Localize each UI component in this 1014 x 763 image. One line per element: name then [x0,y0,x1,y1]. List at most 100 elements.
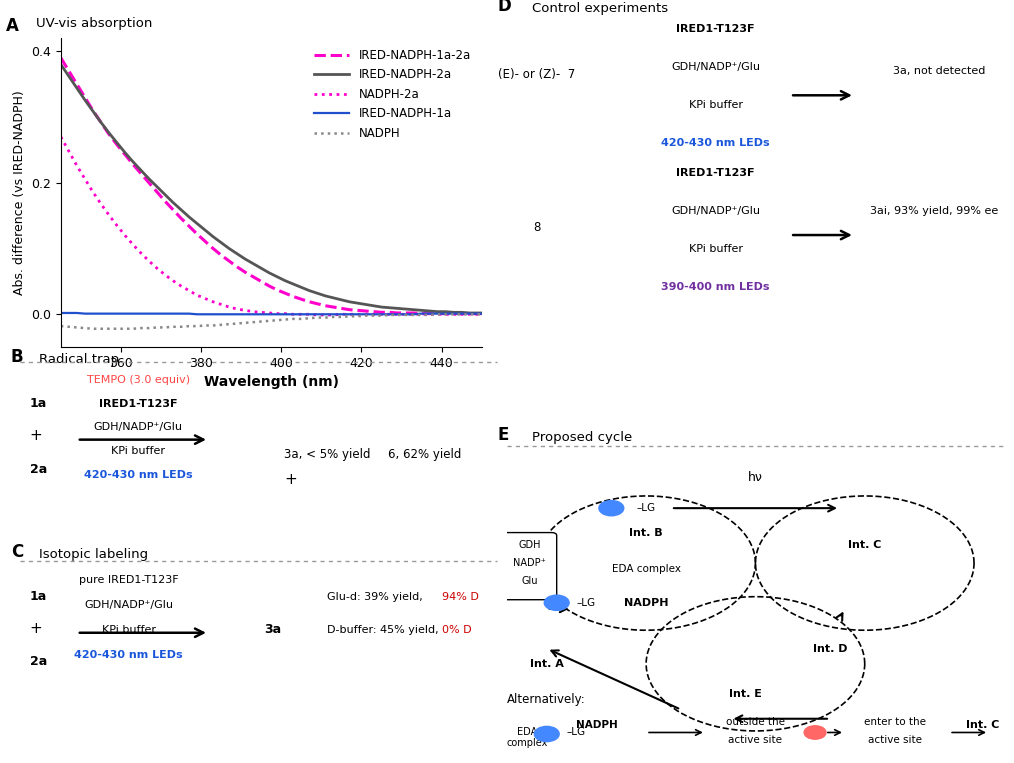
Line: IRED-NADPH-1a-2a: IRED-NADPH-1a-2a [61,58,486,314]
NADPH [87,324,99,333]
IRED-NADPH-2a [215,238,227,247]
Line: NADPH-2a: NADPH-2a [61,137,486,315]
IRED-NADPH-1a [191,310,203,319]
Text: GDH/NADP⁺/Glu: GDH/NADP⁺/Glu [84,600,173,610]
Text: 3ai, 93% yield, 99% ee: 3ai, 93% yield, 99% ee [870,206,999,216]
FancyBboxPatch shape [502,533,557,600]
Text: Int. C: Int. C [848,539,881,550]
NADPH-2a [480,310,492,319]
IRED-NADPH-2a [463,308,476,317]
Text: enter to the: enter to the [864,717,926,727]
NADPH-2a [311,311,323,320]
Text: D-buffer: 45% yield,: D-buffer: 45% yield, [327,625,445,635]
Text: 8: 8 [533,221,540,233]
Text: Glu: Glu [521,577,537,587]
Text: –LG: –LG [577,597,595,608]
Text: KPi buffer: KPi buffer [101,625,156,635]
IRED-NADPH-2a [55,60,67,69]
Text: active site: active site [868,736,922,745]
Circle shape [545,595,569,610]
Circle shape [804,726,826,739]
NADPH-2a [319,311,332,320]
Text: hν: hν [748,471,763,484]
Text: UV-vis absorption: UV-vis absorption [35,17,152,30]
NADPH [351,311,363,320]
Text: GDH/NADP⁺/Glu: GDH/NADP⁺/Glu [93,423,183,433]
Text: Proposed cycle: Proposed cycle [531,431,632,444]
NADPH-2a [287,310,299,319]
NADPH [223,320,235,329]
NADPH-2a [215,300,227,309]
Text: 6, 62% yield: 6, 62% yield [388,448,461,461]
Text: 420-430 nm LEDs: 420-430 nm LEDs [74,650,184,660]
NADPH-2a [303,310,315,319]
Text: IRED1-T123F: IRED1-T123F [676,168,755,178]
Text: NADP⁺: NADP⁺ [513,559,546,568]
Text: Int. A: Int. A [529,658,564,669]
Text: outside the: outside the [726,717,785,727]
IRED-NADPH-1a [55,308,67,317]
Text: Control experiments: Control experiments [531,2,668,14]
Text: active site: active site [728,736,783,745]
Text: –LG: –LG [567,727,586,738]
NADPH-2a [55,132,67,141]
IRED-NADPH-2a [344,298,356,307]
Text: GDH: GDH [518,540,540,550]
IRED-NADPH-1a-2a [127,159,139,169]
IRED-NADPH-1a [295,310,307,319]
Y-axis label: Abs. difference (vs IRED-NADPH): Abs. difference (vs IRED-NADPH) [12,90,25,295]
IRED-NADPH-1a [480,309,492,318]
Text: (E)- or (Z)- 7: (E)- or (Z)- 7 [498,69,575,82]
Text: KPi buffer: KPi buffer [112,446,165,456]
Text: 1a: 1a [29,397,47,410]
Text: Int. E: Int. E [729,689,762,700]
Text: 0% D: 0% D [442,625,472,635]
NADPH [55,321,67,330]
Text: GDH: GDH [515,540,538,550]
NADPH [480,310,492,319]
IRED-NADPH-1a-2a [55,53,67,63]
NADPH [311,313,323,322]
Text: pure IRED1-T123F: pure IRED1-T123F [79,575,178,584]
IRED-NADPH-1a [319,310,332,319]
IRED-NADPH-1a-2a [416,309,428,318]
Text: EDA complex: EDA complex [611,564,680,575]
Text: 2a: 2a [29,655,47,668]
Text: B: B [11,349,23,366]
Text: GDH/NADP⁺/Glu: GDH/NADP⁺/Glu [671,206,760,216]
IRED-NADPH-1a [351,310,363,319]
NADPH [319,313,332,322]
Text: Isotopic labeling: Isotopic labeling [40,548,148,561]
Text: D: D [497,0,511,14]
Text: 3a: 3a [264,623,281,636]
Line: IRED-NADPH-1a: IRED-NADPH-1a [61,313,486,314]
Text: Glu: Glu [518,577,535,587]
IRED-NADPH-1a [223,310,235,319]
Text: IRED1-T123F: IRED1-T123F [99,399,177,409]
NADPH-2a [127,240,139,250]
Circle shape [599,501,624,516]
IRED-NADPH-2a [311,288,323,298]
IRED-NADPH-1a-2a [480,309,492,318]
Text: EDA
complex: EDA complex [506,726,548,749]
Text: NADPH: NADPH [576,720,618,730]
IRED-NADPH-2a [303,286,315,295]
Text: Int. D: Int. D [812,643,848,654]
IRED-NADPH-1a-2a [303,298,315,307]
Text: C: C [11,543,23,561]
IRED-NADPH-1a-2a [215,250,227,259]
Text: +: + [29,621,43,636]
Text: Glu-d: 39% yield,: Glu-d: 39% yield, [327,593,426,603]
Text: 2a: 2a [29,462,47,475]
Text: 390-400 nm LEDs: 390-400 nm LEDs [661,282,770,292]
Line: IRED-NADPH-2a: IRED-NADPH-2a [61,64,486,313]
Text: 1a: 1a [29,591,47,604]
Text: 420-430 nm LEDs: 420-430 nm LEDs [661,138,770,148]
Text: A: A [6,17,19,34]
IRED-NADPH-1a [127,309,139,318]
Text: E: E [497,426,508,444]
Legend: IRED-NADPH-1a-2a, IRED-NADPH-2a, NADPH-2a, IRED-NADPH-1a, NADPH: IRED-NADPH-1a-2a, IRED-NADPH-2a, NADPH-2… [309,44,476,144]
IRED-NADPH-1a-2a [311,299,323,308]
IRED-NADPH-1a [311,310,323,319]
Text: GDH/NADP⁺/Glu: GDH/NADP⁺/Glu [671,62,760,72]
